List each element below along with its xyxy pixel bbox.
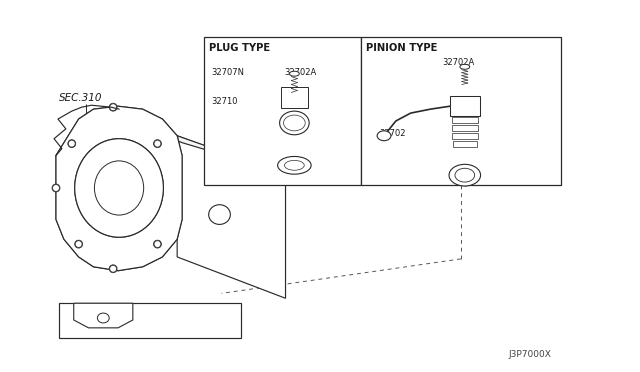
Polygon shape bbox=[103, 109, 280, 172]
Ellipse shape bbox=[68, 140, 76, 147]
Ellipse shape bbox=[109, 103, 117, 111]
Text: 32710: 32710 bbox=[212, 97, 238, 106]
Ellipse shape bbox=[285, 160, 304, 170]
Ellipse shape bbox=[68, 140, 76, 148]
Ellipse shape bbox=[154, 240, 161, 248]
Bar bbox=[450, 96, 479, 116]
Bar bbox=[452, 125, 477, 131]
Ellipse shape bbox=[75, 240, 83, 248]
Ellipse shape bbox=[109, 265, 117, 273]
Ellipse shape bbox=[154, 140, 161, 147]
Ellipse shape bbox=[75, 139, 163, 237]
Ellipse shape bbox=[449, 164, 481, 186]
Polygon shape bbox=[56, 106, 182, 271]
Ellipse shape bbox=[109, 265, 116, 272]
Text: J3P7000X: J3P7000X bbox=[509, 350, 552, 359]
Ellipse shape bbox=[52, 185, 60, 192]
Ellipse shape bbox=[154, 140, 161, 148]
Ellipse shape bbox=[460, 64, 470, 69]
Ellipse shape bbox=[209, 205, 230, 224]
Polygon shape bbox=[177, 136, 285, 298]
Ellipse shape bbox=[278, 157, 311, 174]
Bar bbox=[362, 37, 561, 185]
Ellipse shape bbox=[75, 139, 163, 237]
Text: SEC.310: SEC.310 bbox=[59, 93, 102, 103]
Polygon shape bbox=[56, 106, 182, 271]
Ellipse shape bbox=[280, 111, 309, 135]
Bar bbox=[452, 133, 477, 139]
Text: 32702A: 32702A bbox=[442, 58, 474, 67]
Ellipse shape bbox=[289, 71, 300, 76]
Bar bbox=[453, 141, 477, 147]
Text: 32707N: 32707N bbox=[212, 68, 244, 77]
Bar bbox=[280, 87, 308, 108]
Text: PLUG TYPE: PLUG TYPE bbox=[209, 43, 270, 53]
Ellipse shape bbox=[377, 131, 391, 141]
Text: 32702A: 32702A bbox=[285, 68, 317, 77]
Text: PINION TYPE: PINION TYPE bbox=[366, 43, 438, 53]
Ellipse shape bbox=[455, 168, 475, 182]
Ellipse shape bbox=[95, 161, 143, 215]
Ellipse shape bbox=[109, 104, 116, 110]
Bar bbox=[204, 37, 362, 185]
Ellipse shape bbox=[52, 184, 60, 192]
Bar bbox=[452, 117, 477, 123]
Ellipse shape bbox=[284, 115, 305, 131]
Polygon shape bbox=[59, 303, 241, 338]
Ellipse shape bbox=[97, 313, 109, 323]
Ellipse shape bbox=[95, 161, 143, 215]
Polygon shape bbox=[74, 303, 133, 328]
Ellipse shape bbox=[76, 241, 82, 248]
Text: 32702: 32702 bbox=[379, 129, 406, 138]
Ellipse shape bbox=[154, 241, 161, 248]
